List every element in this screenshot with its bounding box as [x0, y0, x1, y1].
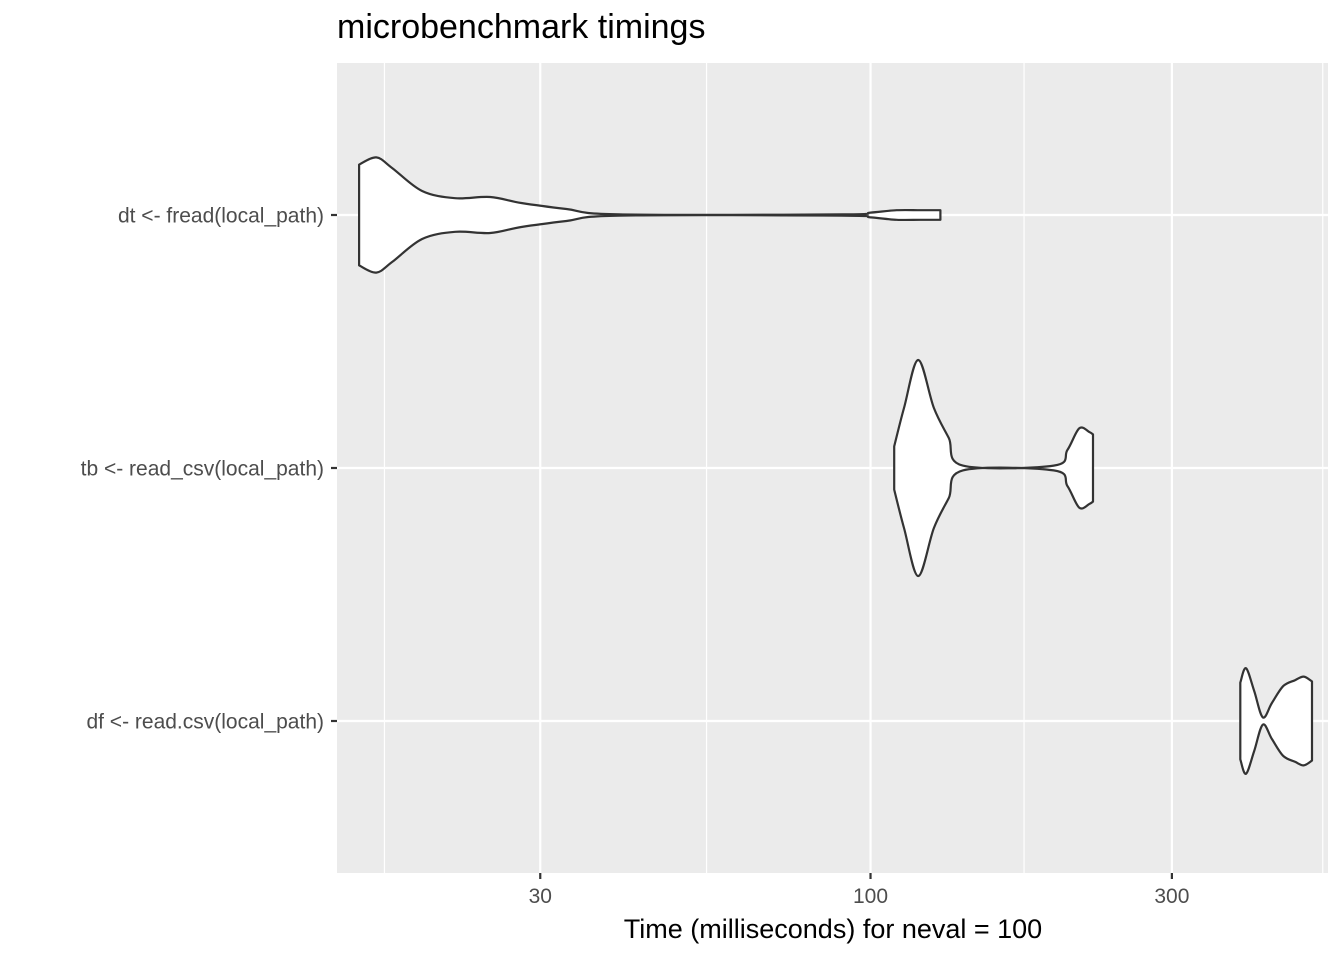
violin-read-csv-readr — [893, 358, 1095, 578]
y-tick-label: df <- read.csv(local_path) — [86, 711, 324, 734]
x-axis: 30 100 300 — [529, 873, 1189, 908]
x-tick-label: 100 — [853, 885, 888, 908]
x-tick-label: 30 — [529, 885, 552, 908]
chart-title: microbenchmark timings — [337, 8, 705, 46]
x-tick-label: 300 — [1154, 885, 1189, 908]
violin-fread — [358, 156, 942, 274]
violin-read-csv-base — [1239, 667, 1314, 775]
y-tick-label: dt <- fread(local_path) — [118, 205, 324, 228]
y-axis: dt <- fread(local_path)tb <- read_csv(lo… — [81, 205, 337, 734]
y-tick-label: tb <- read_csv(local_path) — [81, 458, 324, 481]
x-axis-title: Time (milliseconds) for neval = 100 — [624, 914, 1042, 944]
violins — [358, 156, 1314, 775]
